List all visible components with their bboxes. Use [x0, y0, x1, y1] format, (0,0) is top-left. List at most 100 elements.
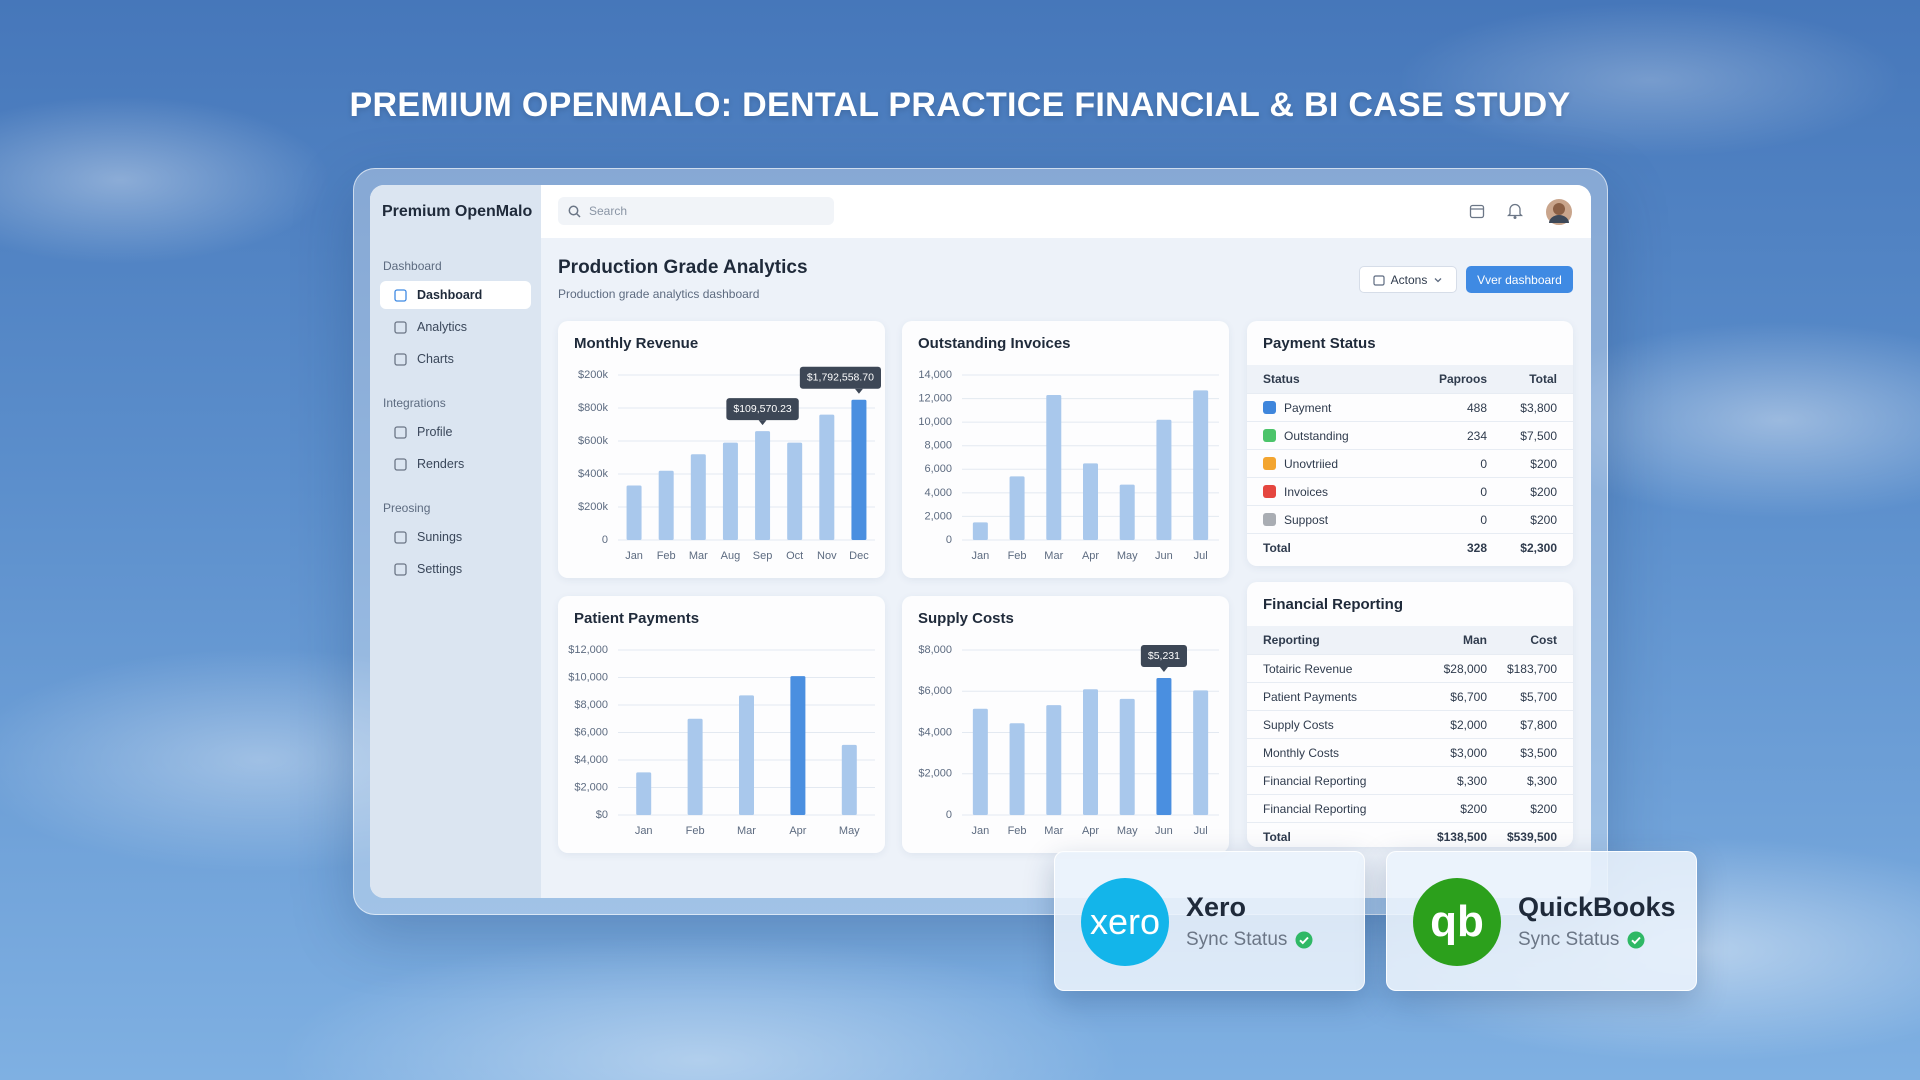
- table-header: Reporting Man Cost: [1247, 626, 1573, 654]
- cell: $,300: [1456, 773, 1487, 788]
- tooltip-box: [799, 366, 881, 389]
- page-title: PREMIUM OPENMALO: DENTAL PRACTICE FINANC…: [349, 86, 1571, 124]
- nav-item[interactable]: Renders: [380, 450, 531, 478]
- x-tick-label: Apr: [1082, 550, 1099, 562]
- cell: $200: [1460, 801, 1487, 816]
- bar: [1083, 463, 1098, 540]
- table-row: Invoices 0 $200: [1247, 477, 1573, 505]
- cell: Man: [1463, 633, 1487, 647]
- x-tick-label: Jul: [1194, 825, 1208, 837]
- bar: [1046, 705, 1062, 815]
- chart-card: Monthly Revenue 0 $200k $400k $600k $800k $200…: [558, 321, 885, 578]
- search-box[interactable]: Search: [558, 197, 834, 225]
- chart-card: Supply Costs 0 $2,000 $4,000 $6,000 $8,000 Jan…: [902, 596, 1229, 853]
- cell: 0: [1480, 512, 1487, 527]
- card-title: Supply Costs: [918, 610, 1014, 627]
- tooltip-box: [1140, 645, 1187, 668]
- x-tick-label: Nov: [817, 550, 837, 562]
- cell: $3,800: [1520, 400, 1557, 415]
- cell-text: Totairic Revenue: [1263, 661, 1353, 676]
- cell-text: Outstanding: [1284, 428, 1349, 443]
- cell: Totairic Revenue: [1263, 662, 1407, 676]
- nav-item[interactable]: Sunings: [380, 523, 531, 551]
- nav-icon: [394, 457, 407, 471]
- tooltip: $5,231: [1140, 645, 1187, 673]
- y-tick-label: $400k: [578, 468, 608, 480]
- bar: [690, 454, 706, 540]
- bar: [1156, 419, 1172, 540]
- status-text: Sync Status: [1186, 929, 1288, 950]
- nav-group-label: Dashboard: [383, 259, 442, 273]
- cell: Outstanding: [1263, 429, 1407, 443]
- bar: [755, 431, 771, 540]
- y-tick-label: $8,000: [574, 699, 608, 711]
- icon-shape: [394, 457, 407, 471]
- x-tick-label: Jul: [1194, 550, 1208, 562]
- cell: Reporting: [1263, 633, 1407, 647]
- x-tick-label: Dec: [849, 550, 869, 562]
- nav-group-label: Preosing: [383, 501, 431, 515]
- status-swatch: [1263, 429, 1276, 442]
- nav-label: Analytics: [417, 320, 468, 334]
- chart-card: Patient Payments $0 $2,000 $4,000 $6,000 $8,0…: [558, 596, 885, 853]
- cell: Payment: [1263, 401, 1407, 415]
- table-row: Financial Reporting $,300 $,300: [1247, 766, 1573, 794]
- search-placeholder: Search: [589, 204, 628, 218]
- cell-text: Reporting: [1263, 633, 1320, 647]
- table-card: Financial Reporting Reporting Man Cost Totai…: [1247, 582, 1573, 847]
- card-title: Financial Reporting: [1263, 596, 1404, 613]
- cell: Financial Reporting: [1263, 802, 1407, 816]
- nav-item[interactable]: Analytics: [380, 313, 531, 341]
- cell: 0: [1480, 456, 1487, 471]
- cell: Patient Payments: [1263, 690, 1407, 704]
- cell: $3,000: [1450, 745, 1487, 760]
- integration-status: Sync Status: [1186, 929, 1313, 951]
- y-tick-label: $2,000: [918, 768, 952, 780]
- sidebar: Premium OpenMalo Dashboard Dashboard Analy…: [370, 185, 541, 898]
- cell: $183,700: [1506, 661, 1557, 676]
- cell-text: Total: [1263, 829, 1291, 844]
- cell: $138,500: [1436, 829, 1487, 844]
- cell-text: Total: [1263, 540, 1291, 555]
- cell: 488: [1466, 400, 1487, 415]
- nav-item[interactable]: Charts: [380, 345, 531, 373]
- primary-button[interactable]: Vver dashboard: [1466, 266, 1573, 293]
- icon-shape: [394, 320, 407, 334]
- integration-card[interactable]: qb QuickBooks Sync Status: [1386, 851, 1697, 991]
- y-tick-label: 8,000: [924, 440, 952, 452]
- nav-item[interactable]: Profile: [380, 418, 531, 446]
- nav-icon: [394, 320, 407, 334]
- cell: $539,500: [1506, 829, 1557, 844]
- bar: [1009, 723, 1025, 815]
- table-row: Totairic Revenue $28,000 $183,700: [1247, 654, 1573, 682]
- integration-card[interactable]: xero Xero Sync Status: [1054, 851, 1365, 991]
- x-tick-label: Jan: [625, 550, 643, 562]
- actions-button[interactable]: Actons: [1359, 266, 1457, 293]
- nav-label: Profile: [417, 425, 453, 439]
- bar: [851, 399, 867, 540]
- cell: $7,500: [1520, 428, 1557, 443]
- cell: Total: [1529, 372, 1557, 386]
- avatar[interactable]: [1544, 197, 1574, 227]
- nav-label: Dashboard: [417, 288, 483, 302]
- nav-item[interactable]: Settings: [380, 555, 531, 583]
- y-tick-label: 0: [946, 534, 952, 546]
- nav-item[interactable]: Dashboard: [380, 281, 531, 309]
- icon-shape: [394, 425, 407, 439]
- status-swatch: [1263, 401, 1276, 414]
- table-row: Supply Costs $2,000 $7,800: [1247, 710, 1573, 738]
- x-tick-label: Apr: [789, 825, 806, 837]
- x-tick-label: Feb: [686, 825, 705, 837]
- x-tick-label: May: [1117, 825, 1138, 837]
- table-row: Unovtriied 0 $200: [1247, 449, 1573, 477]
- y-tick-label: $12,000: [568, 644, 608, 656]
- calendar-icon[interactable]: [1469, 203, 1485, 219]
- tooltip: $1,792,558.70: [799, 366, 881, 394]
- table-row: Payment 488 $3,800: [1247, 393, 1573, 421]
- bell-icon[interactable]: [1507, 202, 1523, 220]
- status-swatch: [1263, 485, 1276, 498]
- nav-icon: [394, 352, 407, 366]
- chart: 0 2,000 4,000 6,000 8,000 10,000 12,000 14,000 J…: [918, 369, 1219, 562]
- cell: $3,500: [1520, 745, 1557, 760]
- table-row: Suppost 0 $200: [1247, 505, 1573, 533]
